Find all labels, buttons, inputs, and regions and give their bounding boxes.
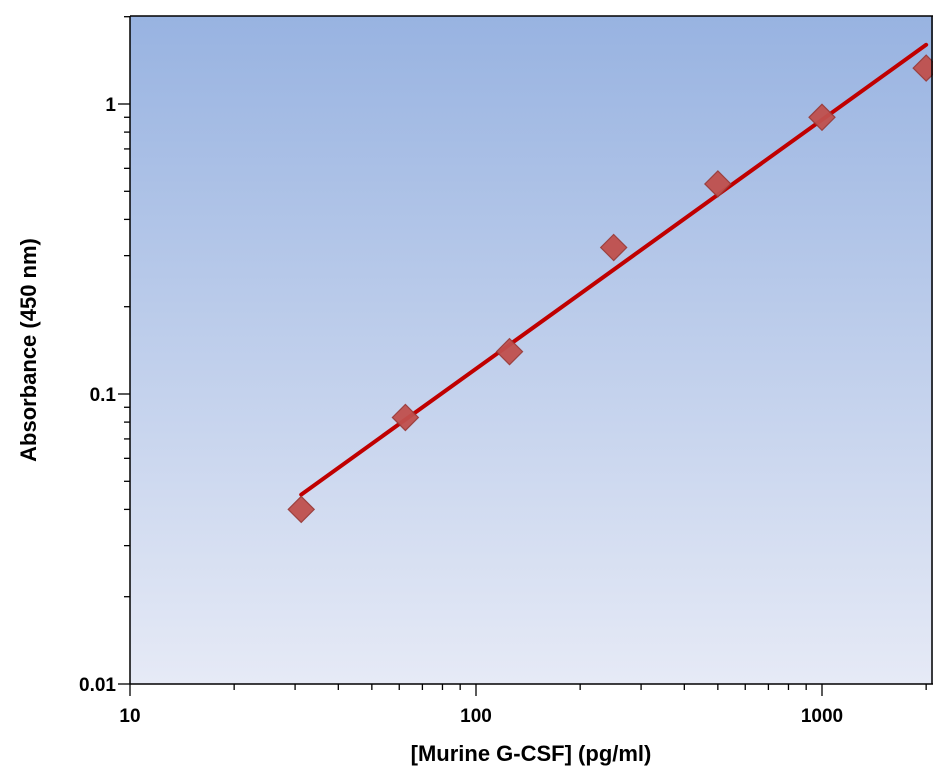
- x-tick-label: 100: [460, 706, 492, 727]
- data-point: [808, 103, 836, 132]
- x-axis-title: [Murine G-CSF] (pg/ml): [411, 741, 652, 766]
- data-point: [391, 403, 420, 432]
- x-tick-label: 1000: [801, 706, 843, 727]
- data-point: [495, 337, 524, 366]
- data-point: [912, 54, 933, 82]
- y-tick-label: 1: [105, 95, 116, 116]
- y-axis-title: Absorbance (450 nm): [16, 238, 41, 462]
- data-point: [599, 233, 628, 262]
- data-point: [287, 495, 316, 524]
- y-tick-label: 0.01: [79, 675, 116, 696]
- plot-area: [130, 16, 933, 684]
- x-tick-label: 10: [119, 706, 140, 727]
- y-tick-label: 0.1: [90, 385, 117, 406]
- data-point: [703, 170, 732, 198]
